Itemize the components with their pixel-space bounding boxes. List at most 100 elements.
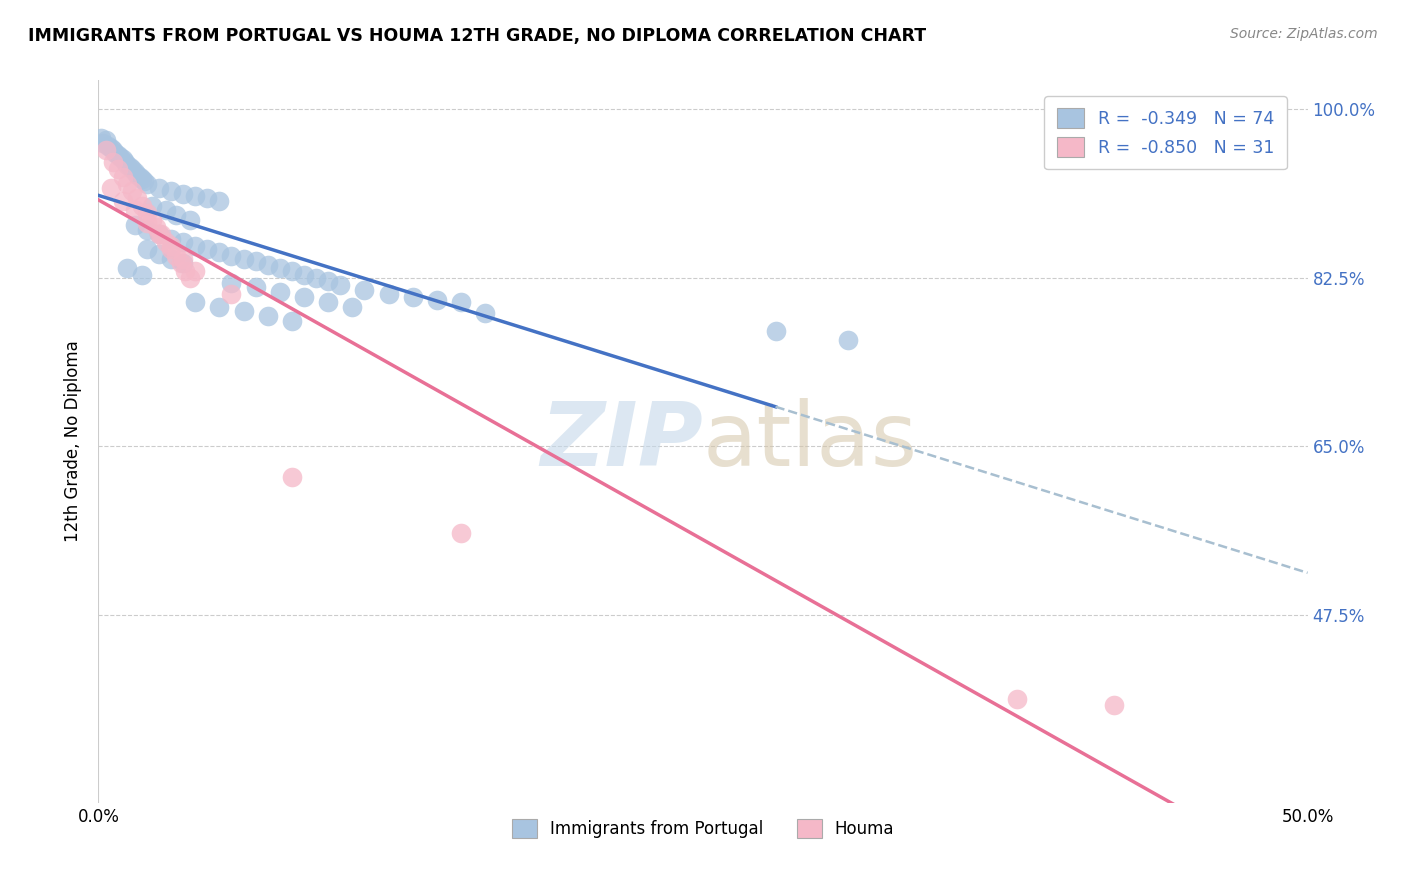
Point — [160, 242, 183, 256]
Point — [148, 227, 170, 242]
Point — [316, 274, 339, 288]
Point — [160, 232, 183, 246]
Point — [402, 290, 425, 304]
Point — [134, 174, 156, 188]
Point — [135, 216, 157, 230]
Point — [124, 203, 146, 218]
Point — [90, 131, 112, 145]
Point — [184, 239, 207, 253]
Point — [124, 218, 146, 232]
Point — [165, 249, 187, 263]
Point — [450, 294, 472, 309]
Point — [111, 153, 134, 167]
Point — [94, 133, 117, 147]
Legend: Immigrants from Portugal, Houma: Immigrants from Portugal, Houma — [505, 813, 901, 845]
Point — [117, 158, 139, 172]
Point — [172, 252, 194, 266]
Point — [101, 155, 124, 169]
Point — [184, 264, 207, 278]
Point — [141, 213, 163, 227]
Point — [169, 256, 191, 270]
Point — [107, 148, 129, 162]
Point — [127, 191, 149, 205]
Point — [165, 208, 187, 222]
Point — [184, 189, 207, 203]
Point — [155, 235, 177, 249]
Point — [91, 136, 114, 150]
Point — [128, 169, 150, 184]
Point — [208, 244, 231, 259]
Point — [141, 198, 163, 212]
Point — [117, 178, 139, 192]
Point — [100, 141, 122, 155]
Point — [155, 203, 177, 218]
Point — [135, 206, 157, 220]
Point — [281, 314, 304, 328]
Point — [221, 276, 243, 290]
Point — [450, 526, 472, 541]
Point — [145, 219, 167, 234]
Point — [111, 169, 134, 184]
Point — [377, 287, 399, 301]
Point — [172, 186, 194, 201]
Point — [269, 285, 291, 300]
Point — [172, 256, 194, 270]
Point — [179, 213, 201, 227]
Point — [342, 300, 364, 314]
Point — [208, 194, 231, 208]
Point — [148, 181, 170, 195]
Point — [184, 294, 207, 309]
Point — [1102, 698, 1125, 712]
Point — [232, 304, 254, 318]
Point — [127, 168, 149, 182]
Y-axis label: 12th Grade, No Diploma: 12th Grade, No Diploma — [65, 341, 83, 542]
Point — [179, 270, 201, 285]
Point — [245, 280, 267, 294]
Point — [135, 222, 157, 236]
Text: atlas: atlas — [703, 398, 918, 485]
Point — [124, 165, 146, 179]
Point — [121, 184, 143, 198]
Point — [765, 324, 787, 338]
Point — [94, 143, 117, 157]
Point — [208, 300, 231, 314]
Point — [316, 294, 339, 309]
Point — [292, 268, 315, 282]
Point — [474, 306, 496, 320]
Point — [172, 235, 194, 249]
Text: ZIP: ZIP — [540, 398, 703, 485]
Point — [195, 191, 218, 205]
Point — [305, 270, 328, 285]
Point — [104, 145, 127, 160]
Point — [256, 258, 278, 272]
Point — [100, 181, 122, 195]
Point — [107, 161, 129, 176]
Point — [353, 283, 375, 297]
Point — [160, 252, 183, 266]
Point — [117, 261, 139, 276]
Point — [135, 242, 157, 256]
Point — [281, 264, 304, 278]
Text: IMMIGRANTS FROM PORTUGAL VS HOUMA 12TH GRADE, NO DIPLOMA CORRELATION CHART: IMMIGRANTS FROM PORTUGAL VS HOUMA 12TH G… — [28, 27, 927, 45]
Point — [837, 334, 859, 348]
Point — [426, 293, 449, 307]
Point — [160, 239, 183, 253]
Point — [131, 198, 153, 212]
Point — [114, 155, 136, 169]
Point — [269, 261, 291, 276]
Point — [111, 194, 134, 208]
Point — [329, 277, 352, 292]
Point — [232, 252, 254, 266]
Point — [150, 227, 173, 242]
Point — [1007, 691, 1029, 706]
Point — [131, 171, 153, 186]
Point — [148, 227, 170, 242]
Point — [256, 310, 278, 324]
Point — [160, 184, 183, 198]
Point — [292, 290, 315, 304]
Point — [108, 150, 131, 164]
Point — [174, 264, 197, 278]
Point — [101, 143, 124, 157]
Point — [118, 160, 141, 174]
Point — [97, 138, 120, 153]
